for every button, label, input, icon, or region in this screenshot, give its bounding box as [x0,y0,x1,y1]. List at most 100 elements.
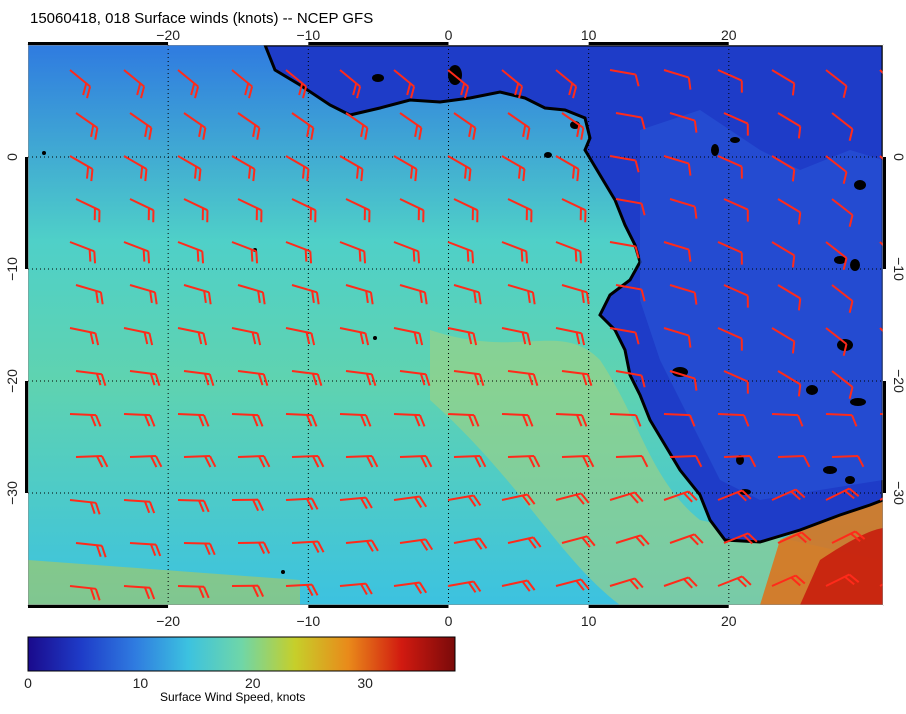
wind-barb [75,455,109,468]
wind-barb [123,241,151,264]
lat-label-right: −20 [891,369,906,393]
wind-barb [669,198,698,219]
frame-bar-bottom [308,605,449,608]
colorbar-tick: 20 [245,675,261,691]
wind-barb [285,497,319,511]
wind-barb [393,581,428,594]
wind-barb [555,413,588,427]
wind-barb [399,538,434,551]
wind-barb [669,455,703,468]
lat-label-left: −30 [4,481,20,505]
wind-barb [345,198,371,223]
frame-bar-left [25,157,28,269]
wind-barb [771,488,806,501]
wind-barb [129,370,161,387]
wind-barb [669,370,698,391]
wind-barb [453,198,479,223]
wind-barb [177,413,210,427]
colorbar-tick: 30 [357,675,373,691]
wind-barb [183,284,212,305]
wind-barb [447,155,472,182]
wind-barb [723,532,758,545]
wind-barb [129,198,155,223]
wind-barb [399,370,431,387]
wind-barb [777,112,802,139]
wind-barb [717,69,743,93]
wind-barb [399,198,425,223]
wind-barb [339,496,373,510]
wind-barb [507,284,536,305]
wind-barb [615,370,646,388]
wind-barb [447,241,475,264]
wind-barb [69,69,92,99]
lat-label-left: −20 [4,369,20,393]
lat-label-right: −30 [891,481,906,505]
frame-bar-left [25,493,28,605]
wind-barb [831,198,854,227]
wind-barb [886,528,906,553]
wind-barb [75,370,107,387]
lat-lon-grid [28,45,883,605]
wind-barb [717,575,752,588]
wind-barb [453,537,488,550]
wind-barb [717,327,743,351]
wind-barb [663,327,692,348]
lakes [372,65,866,495]
wind-barb [447,413,480,427]
wind-barb [609,327,640,345]
wind-barb [555,492,590,505]
lat-label-right: −10 [891,257,906,281]
wind-barb [237,370,269,387]
wind-barb [345,370,377,387]
wind-barb [345,539,379,552]
wind-barb [777,284,802,311]
lon-label-top: −20 [156,27,180,43]
frame-bar-bottom [588,605,729,608]
wind-barb [237,284,266,305]
wind-barb [723,455,757,468]
frame-bar-top [168,42,309,45]
lon-label-bottom: −10 [296,613,320,629]
wind-barb [285,413,318,427]
storm-core [800,528,883,605]
wind-barb [291,198,317,223]
wind-barb [501,493,536,506]
wind-barb [669,284,698,305]
wind-barb [615,534,650,547]
wind-barb [723,284,749,308]
wind-barb [129,455,163,468]
wind-barb [69,327,100,346]
wind-barb [615,284,646,302]
wind-barb [609,241,640,259]
colorbar-label: Surface Wind Speed, knots [160,690,306,704]
frame-bar-top [28,42,169,45]
wind-barb [825,69,848,98]
wind-barb [561,112,585,140]
frame-bar-top [448,42,589,45]
wind-barb [663,413,696,427]
wind-barb [177,499,210,513]
wind-barb [183,112,207,140]
wind-barbs [69,69,906,601]
wind-barb [777,198,802,225]
wind-barb [663,576,698,589]
lat-labels: 0 0 −10 −10 −20 −20 −30 −30 [4,153,906,505]
colorbar-ticks: 0 10 20 30 [24,675,373,691]
wind-barb [501,327,532,346]
colorbar-tick: 0 [24,675,32,691]
frame-bar-left [25,381,28,493]
wind-barb [183,198,209,223]
wind-barb [69,499,101,515]
wind-barb [177,241,205,264]
colorbar [27,636,456,672]
frame-bar-top [308,42,449,45]
wind-barb [663,490,698,503]
wind-barb [561,370,593,387]
colorbar-tick: 10 [133,675,149,691]
wind-barb [231,584,265,598]
wind-barb [825,413,858,427]
wind-barb [501,241,529,264]
wind-barb [669,112,698,133]
wind-barb [231,327,262,346]
wind-barb [345,284,374,305]
